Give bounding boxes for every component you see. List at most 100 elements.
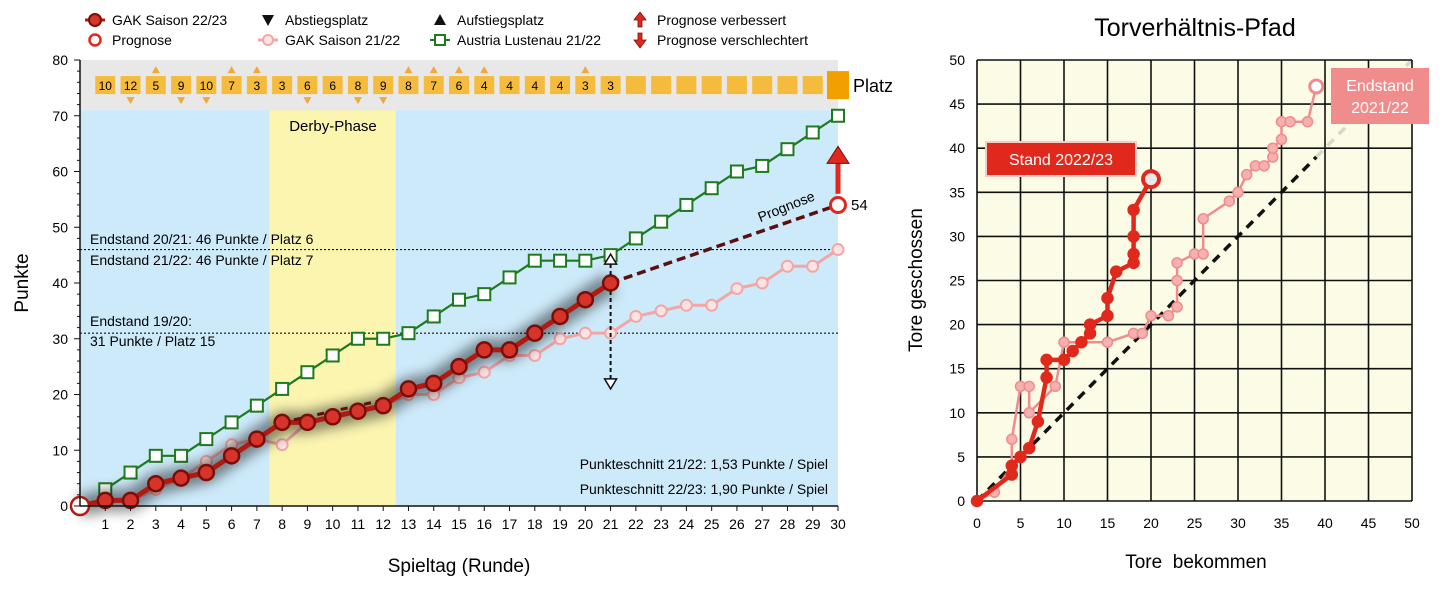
forecast-up-arrowhead: [603, 252, 618, 265]
lustenau-point: [224, 415, 239, 430]
rank-box: [246, 76, 267, 95]
lustenau-point: [527, 253, 542, 268]
legend-label: Austria Lustenau 21/22: [457, 32, 601, 48]
rank-box: [752, 76, 773, 95]
gak-2122-point: [705, 298, 719, 312]
x-tick-label-12: 12: [375, 516, 391, 532]
lustenau-point: [729, 164, 744, 179]
gak-2122-point: [553, 332, 567, 346]
rank-label: 9: [178, 79, 185, 93]
legend-symbol: [262, 34, 274, 46]
legend-item: Austria Lustenau 21/22: [430, 32, 601, 48]
x-tick-label-25: 25: [1187, 515, 1203, 531]
gak-2122-point: [578, 326, 592, 340]
goal-path-chart: 0 5 10 15 20 25 30 35 40 45 50 0 5 10 15 20 25 30 35 40 45 50…: [906, 14, 1429, 573]
y-tick-label-50: 50: [52, 219, 68, 235]
gak-2122-point: [780, 259, 794, 273]
series-2122-point: [1171, 274, 1183, 287]
y-tick-label-20: 20: [949, 317, 965, 333]
rank-label: 6: [456, 79, 463, 93]
lustenau-point: [654, 214, 669, 229]
x-tick-label-7: 7: [253, 516, 261, 532]
series-2122-point: [1006, 433, 1018, 446]
series-2122-point: [1258, 160, 1270, 172]
series-2223-point: [1057, 353, 1071, 367]
x-tick-label-25: 25: [704, 516, 720, 532]
y-tick-label-60: 60: [52, 164, 68, 180]
average-2122-annotation: Punkteschnitt 21/22: 1,53 Punkte / Spiel: [580, 456, 828, 472]
lustenau-point: [123, 465, 138, 480]
forecast-end-value: 54: [851, 197, 868, 214]
gak-2223-point: [248, 430, 266, 448]
x-tick-label-15: 15: [451, 516, 467, 532]
rank-down-marker: [303, 97, 312, 105]
x-tick-label-10: 10: [1056, 515, 1072, 531]
label-text-line: Endstand: [1346, 78, 1414, 95]
x-tick-label-14: 14: [426, 516, 442, 532]
x-tick-label-20: 20: [578, 516, 594, 532]
rank-label: 4: [531, 79, 538, 93]
x-tick-label-29: 29: [805, 516, 821, 532]
rank-box: [196, 76, 217, 95]
legend-label: Prognose verschlechtert: [657, 32, 808, 48]
series-2122-point: [1101, 336, 1114, 348]
gak-2223-point: [500, 341, 519, 359]
series-2122-point: [1171, 301, 1183, 313]
y-tick-label-35: 35: [949, 184, 965, 200]
x-tick-label-26: 26: [729, 516, 745, 532]
gak-2122-point: [730, 282, 744, 296]
series-2223-point: [1005, 459, 1019, 472]
series-2122-point: [1284, 115, 1296, 128]
x-tick-label-2: 2: [127, 516, 135, 532]
legend-item: Prognose verbessert: [633, 11, 786, 28]
series-2122-point: [1171, 257, 1183, 269]
rank-up-marker: [151, 66, 160, 74]
rank-label: 8: [355, 79, 362, 93]
series-2122-point: [1058, 336, 1070, 348]
gak-2223-point: [273, 413, 291, 432]
chart-title: Torverhältnis-Pfad: [1094, 14, 1295, 42]
y-tick-label-80: 80: [52, 52, 68, 68]
y-tick-label-40: 40: [949, 140, 965, 156]
x-axis-label: Tore bekommen: [1125, 552, 1267, 573]
rank-down-marker: [126, 97, 135, 105]
rank-box: [347, 76, 368, 95]
rank-box: [701, 76, 722, 95]
rank-label: 3: [582, 79, 589, 93]
x-tick-label-28: 28: [780, 516, 796, 532]
gak-2122-point: [528, 348, 542, 362]
x-tick-label-0: 0: [973, 515, 981, 531]
gak-2122-point: [831, 243, 845, 257]
y-tick-label-5: 5: [957, 449, 965, 465]
x-tick-label-6: 6: [228, 516, 236, 532]
rank-box: [777, 76, 798, 95]
gak-2122-point: [806, 259, 820, 273]
rank-label: 6: [329, 79, 336, 93]
y-tick-label-30: 30: [52, 331, 68, 347]
rank-down-marker: [202, 97, 211, 105]
gak-2223-point: [576, 290, 595, 309]
legend-label: Prognose verbessert: [657, 12, 786, 28]
rank-label: 12: [124, 79, 138, 93]
legend-symbol: [434, 34, 446, 46]
gak-2122-point: [477, 365, 491, 379]
series-2122-point: [1023, 407, 1035, 419]
label-box: [1331, 68, 1429, 124]
lustenau-point: [502, 270, 517, 285]
rank-box: [145, 76, 166, 95]
y-tick-label-25: 25: [949, 273, 965, 289]
rank-down-marker: [353, 97, 362, 105]
legend-item: Aufstiegsplatz: [434, 12, 544, 28]
lustenau-point: [325, 348, 340, 363]
x-tick-label-5: 5: [202, 516, 210, 532]
y-axis-label: Tore geschossen: [906, 208, 927, 352]
x-tick-label-8: 8: [278, 516, 286, 532]
lustenau-point: [401, 326, 416, 341]
series-2122-point: [1223, 195, 1236, 207]
threshold-31-label-above: Endstand 19/20:: [90, 313, 192, 329]
lustenau-point: [679, 197, 694, 212]
rank-box: [272, 76, 293, 95]
series-2223-point: [1101, 291, 1114, 305]
series-2223-point: [1083, 318, 1097, 331]
series-2122-point: [1308, 78, 1325, 95]
